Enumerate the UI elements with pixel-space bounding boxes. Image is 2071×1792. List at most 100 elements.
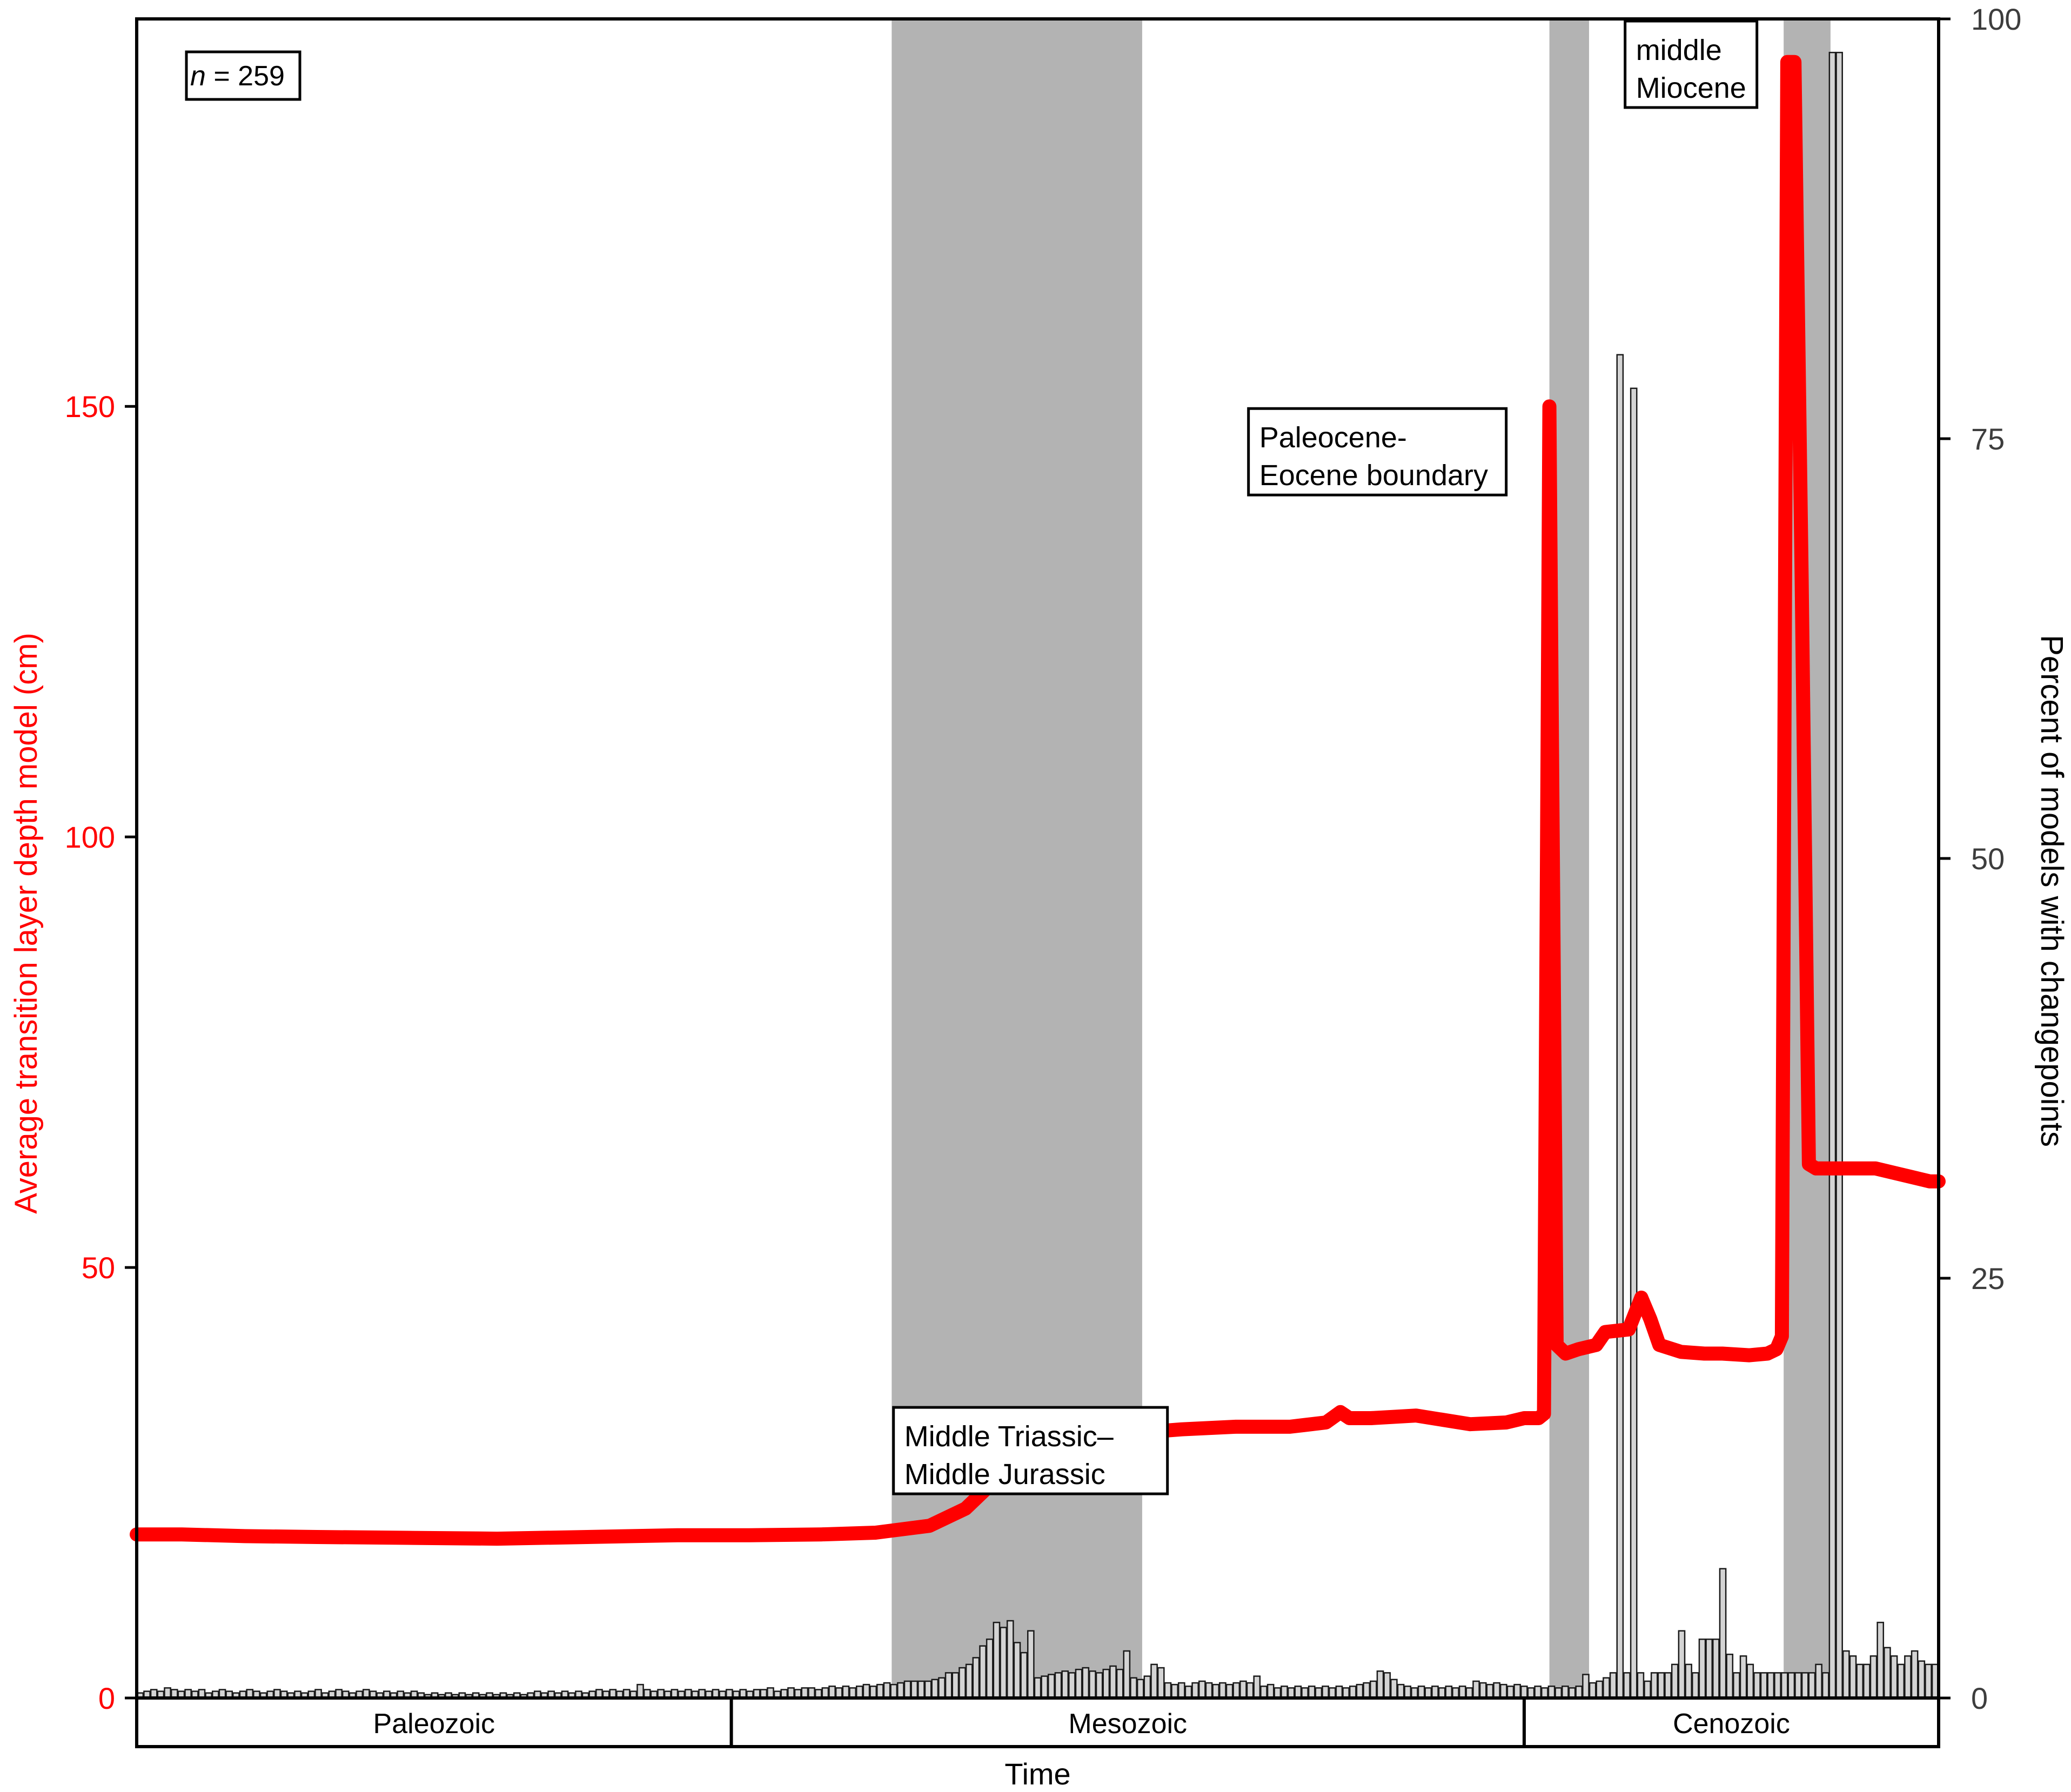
changepoint-bar [1863, 1663, 1871, 1699]
era-label: Cenozoic [1673, 1708, 1790, 1740]
changepoint-bar [1801, 1672, 1809, 1699]
changepoint-bar [1637, 1672, 1645, 1699]
changepoint-bar [1232, 1682, 1241, 1699]
changepoint-bar [1746, 1663, 1754, 1699]
changepoint-bar [1335, 1685, 1343, 1699]
event-label-line: Middle Triassic– [904, 1420, 1114, 1453]
n-annotation-text: n = 259 [190, 61, 285, 92]
changepoint-bar [1225, 1683, 1234, 1699]
changepoint-bar [1664, 1672, 1672, 1699]
changepoint-bar [1075, 1668, 1083, 1699]
changepoint-bar [986, 1638, 994, 1699]
changepoint-bar [828, 1685, 836, 1699]
changepoint-bar [1479, 1682, 1487, 1699]
changepoint-bar [965, 1663, 973, 1699]
changepoint-bar [1089, 1670, 1096, 1699]
changepoint-bar [1780, 1672, 1788, 1699]
changepoint-bar [1157, 1667, 1165, 1699]
changepoint-bar [1349, 1685, 1357, 1699]
changepoint-bar [1219, 1682, 1226, 1699]
changepoint-bar [1239, 1680, 1247, 1699]
changepoint-bar [1904, 1655, 1912, 1699]
changepoint-bar [1102, 1668, 1110, 1699]
changepoint-bar [1596, 1680, 1604, 1699]
changepoint-bar [1006, 1620, 1014, 1699]
changepoint-bar [1534, 1685, 1542, 1699]
changepoint-bar [1787, 1672, 1795, 1699]
changepoint-bar [1733, 1672, 1740, 1699]
changepoint-bar [1499, 1683, 1507, 1699]
changepoint-bar [979, 1645, 987, 1699]
changepoint-bar [1609, 1672, 1617, 1699]
changepoint-bar [883, 1682, 891, 1699]
changepoint-bar [842, 1685, 850, 1699]
era-label: Paleozoic [373, 1708, 495, 1740]
changepoint-bar [1582, 1674, 1590, 1699]
depth-line [130, 55, 1946, 1546]
n-annotation-box [185, 50, 301, 101]
changepoint-bar [1876, 1621, 1885, 1699]
changepoint-bar [972, 1657, 980, 1699]
changepoint-bar [1650, 1672, 1658, 1699]
event-label-box [892, 1406, 1169, 1495]
right-tick-label: 75 [1971, 422, 2005, 456]
changepoint-bar [1136, 1679, 1144, 1699]
changepoint-bar [1589, 1682, 1597, 1699]
changepoint-bar [1417, 1685, 1425, 1699]
event-label-line: Miocene [1636, 72, 1746, 104]
changepoint-bar [1048, 1674, 1055, 1699]
changepoint-bar [1842, 1650, 1850, 1699]
changepoint-bar [910, 1680, 919, 1699]
changepoint-bar [1390, 1679, 1398, 1699]
changepoint-bar [876, 1683, 884, 1699]
n-annotation-value: = 259 [206, 61, 285, 92]
changepoint-bar [1383, 1672, 1391, 1699]
changepoint-bar [1130, 1677, 1137, 1699]
changepoint-bar [1376, 1670, 1384, 1699]
changepoint-bar [1013, 1642, 1021, 1699]
changepoint-bar [951, 1672, 960, 1699]
changepoint-bar [1205, 1682, 1213, 1699]
changepoint-bar [1253, 1675, 1261, 1699]
changepoint-bar [917, 1680, 925, 1699]
changepoint-bar [1041, 1675, 1049, 1699]
changepoint-bar [1808, 1672, 1816, 1699]
changepoint-bar [1918, 1660, 1926, 1699]
event-label-line: Middle Jurassic [904, 1458, 1105, 1491]
changepoint-bar [1692, 1672, 1699, 1699]
changepoint-bar [862, 1683, 870, 1699]
changepoint-bar [1068, 1672, 1076, 1699]
changepoint-bar [636, 1683, 644, 1699]
event-label-line: middle [1636, 34, 1722, 66]
changepoint-bar [1143, 1675, 1151, 1699]
right-axis-title: Percent of models with changepoints [2034, 635, 2069, 1147]
changepoint-bar [855, 1685, 863, 1699]
changepoint-bar [1356, 1683, 1364, 1699]
changepoint-bar [1486, 1683, 1494, 1699]
changepoint-bar [1760, 1672, 1768, 1699]
changepoint-bar [1925, 1663, 1932, 1699]
changepoint-bar [1616, 354, 1624, 1699]
changepoint-bar [959, 1667, 966, 1699]
changepoint-bar [1294, 1685, 1302, 1699]
changepoint-bar [1095, 1672, 1103, 1699]
changepoint-bar [1493, 1682, 1500, 1699]
changepoint-bar [1767, 1672, 1775, 1699]
changepoint-bar [1116, 1668, 1124, 1699]
changepoint-bar [1685, 1663, 1692, 1699]
changepoint-bar [890, 1683, 898, 1699]
changepoint-bar [1109, 1665, 1117, 1699]
changepoint-bar [1897, 1663, 1905, 1699]
left-tick-label: 100 [65, 820, 115, 854]
changepoint-bar [1911, 1650, 1919, 1699]
changepoint-bar [1828, 51, 1837, 1699]
changepoint-bar [1027, 1630, 1035, 1699]
left-tick-label: 0 [98, 1681, 115, 1715]
changepoint-bar [1212, 1683, 1220, 1699]
changepoint-bar [1671, 1663, 1679, 1699]
changepoint-bar [924, 1680, 932, 1699]
changepoint-bar [903, 1680, 911, 1699]
changepoint-bar [1513, 1683, 1521, 1699]
